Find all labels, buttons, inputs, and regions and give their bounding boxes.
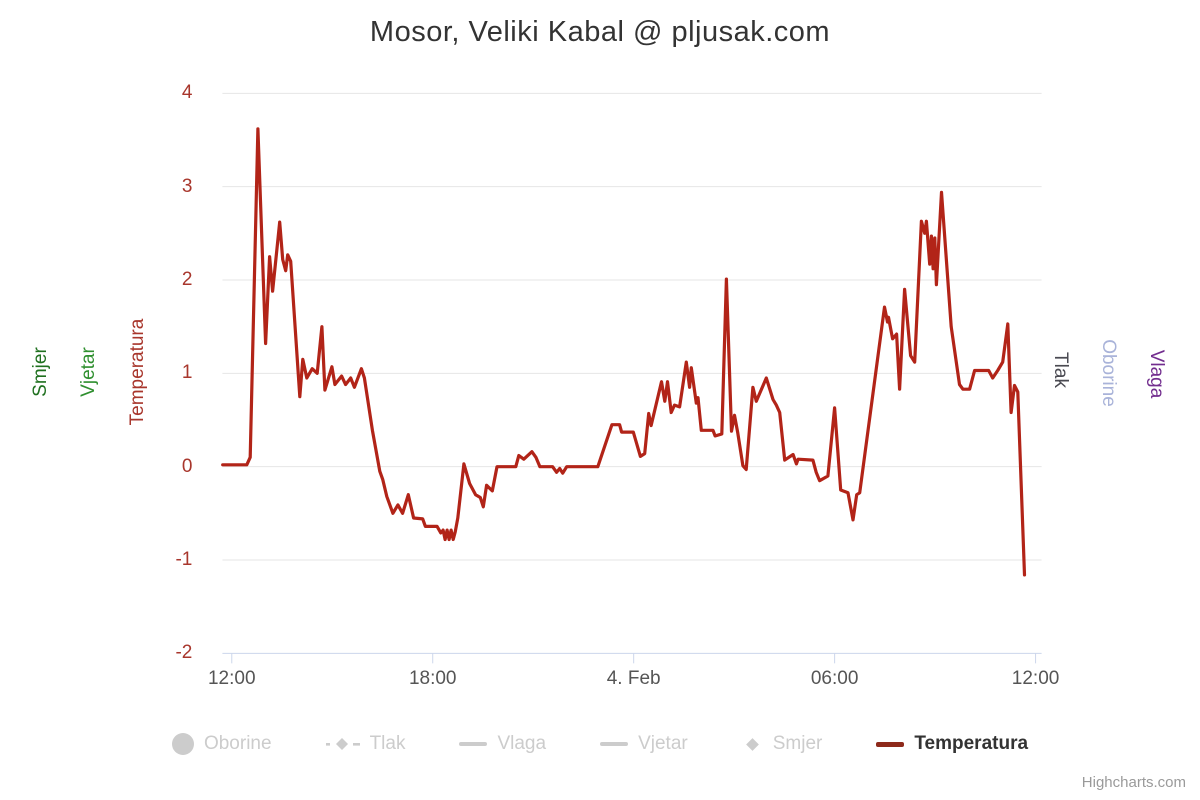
legend-item-oborine[interactable]: Oborine: [171, 733, 272, 755]
chart-title: Mosor, Veliki Kabal @ pljusak.com: [369, 16, 831, 48]
y-tick-label: 3: [181, 175, 193, 197]
legend-item-label: Oborine: [203, 733, 272, 754]
legend-item-label: Vlaga: [497, 733, 547, 754]
y-tick-label: 2: [181, 268, 193, 290]
legend-item-label: Vjetar: [638, 733, 688, 754]
x-tick-label: 18:00: [408, 668, 457, 690]
y-tick-label: 4: [181, 82, 193, 104]
legend: Oborine Tlak Vlaga Vjetar Smjer Temperatura: [0, 733, 1200, 755]
legend-item-label: Smjer: [772, 733, 823, 754]
x-tick-label: 4. Feb: [606, 668, 661, 690]
legend-line-icon: [600, 742, 629, 746]
x-tick-label: 06:00: [810, 668, 859, 690]
highcharts-credits[interactable]: Highcharts.com: [1081, 774, 1186, 791]
x-tick-label: 12:00: [207, 668, 256, 690]
y-tick-label: 0: [181, 455, 193, 477]
temperatura-series-line: [221, 127, 1027, 577]
legend-diamond-icon: [745, 737, 759, 751]
x-tick-label: 12:00: [1011, 668, 1060, 690]
y-tick-label: -1: [175, 548, 193, 570]
legend-line-icon: [459, 742, 488, 746]
legend-line-bold-icon: [876, 741, 905, 747]
legend-item-vlaga[interactable]: Vlaga: [459, 733, 546, 755]
legend-circle-icon: [171, 733, 194, 755]
legend-item-label: Temperatura: [914, 733, 1029, 754]
legend-item-temperatura[interactable]: Temperatura: [876, 733, 1028, 755]
legend-item-label: Tlak: [369, 733, 406, 754]
y-tick-label: -2: [175, 642, 193, 664]
legend-dash-diamond-icon: [325, 737, 360, 751]
legend-item-smjer[interactable]: Smjer: [742, 733, 823, 755]
y-tick-label: 1: [181, 362, 193, 384]
legend-item-tlak[interactable]: Tlak: [325, 733, 406, 755]
legend-item-vjetar[interactable]: Vjetar: [600, 733, 688, 755]
